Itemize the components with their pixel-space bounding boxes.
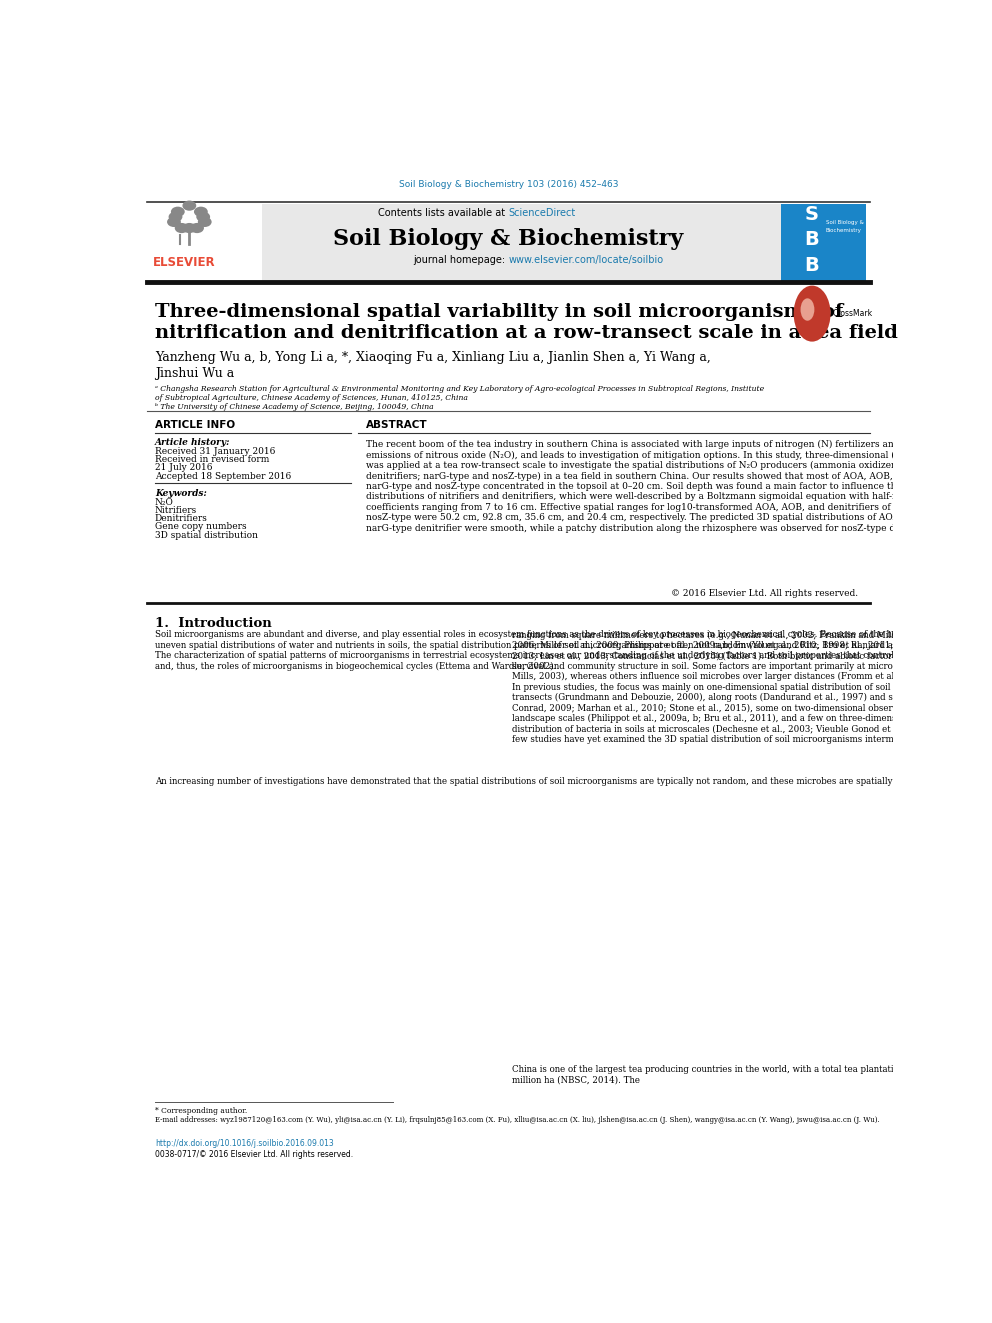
Ellipse shape: [175, 224, 188, 233]
Text: 1.  Introduction: 1. Introduction: [155, 617, 272, 630]
Ellipse shape: [169, 212, 183, 222]
Text: 21 July 2016: 21 July 2016: [155, 463, 212, 472]
Text: Soil Biology &: Soil Biology &: [826, 220, 864, 225]
Text: * Corresponding author.: * Corresponding author.: [155, 1107, 247, 1115]
Text: Contents lists available at: Contents lists available at: [378, 208, 509, 218]
Ellipse shape: [171, 206, 185, 217]
Bar: [151, 204, 866, 280]
Text: ᵃ Changsha Research Station for Agricultural & Environmental Monitoring and Key : ᵃ Changsha Research Station for Agricult…: [155, 385, 764, 393]
Ellipse shape: [801, 298, 814, 320]
Text: ScienceDirect: ScienceDirect: [509, 208, 575, 218]
Bar: [151, 204, 262, 280]
Text: Soil microorganisms are abundant and diverse, and play essential roles in ecosys: Soil microorganisms are abundant and div…: [155, 631, 983, 671]
Text: Yanzheng Wu a, b, Yong Li a, *, Xiaoqing Fu a, Xinliang Liu a, Jianlin Shen a, Y: Yanzheng Wu a, b, Yong Li a, *, Xiaoqing…: [155, 352, 710, 364]
Text: journal homepage:: journal homepage:: [413, 254, 509, 265]
Text: Soil Biology & Biochemistry: Soil Biology & Biochemistry: [333, 228, 683, 250]
Text: Three-dimensional spatial variability in soil microorganisms of: Three-dimensional spatial variability in…: [155, 303, 843, 321]
Text: ARTICLE INFO: ARTICLE INFO: [155, 419, 235, 430]
Text: nitrification and denitrification at a row-transect scale in a tea field: nitrification and denitrification at a r…: [155, 324, 898, 341]
Text: Gene copy numbers: Gene copy numbers: [155, 523, 246, 532]
Ellipse shape: [194, 206, 207, 217]
Text: 3D spatial distribution: 3D spatial distribution: [155, 531, 258, 540]
Text: An increasing number of investigations have demonstrated that the spatial distri: An increasing number of investigations h…: [155, 777, 985, 786]
Text: S: S: [806, 205, 819, 224]
Text: Accepted 18 September 2016: Accepted 18 September 2016: [155, 471, 291, 480]
Text: ᵇ The University of Chinese Academy of Science, Beijing, 100049, China: ᵇ The University of Chinese Academy of S…: [155, 404, 434, 411]
Text: www.elsevier.com/locate/soilbio: www.elsevier.com/locate/soilbio: [509, 254, 664, 265]
Ellipse shape: [190, 224, 204, 233]
Text: Soil Biology & Biochemistry 103 (2016) 452–463: Soil Biology & Biochemistry 103 (2016) 4…: [399, 180, 618, 189]
Text: E-mail addresses: wyz1987120@163.com (Y. Wu), yli@isa.ac.cn (Y. Li), frqsulnj85@: E-mail addresses: wyz1987120@163.com (Y.…: [155, 1117, 880, 1125]
Ellipse shape: [167, 217, 181, 228]
Text: Article history:: Article history:: [155, 438, 230, 447]
Text: ABSTRACT: ABSTRACT: [366, 419, 428, 430]
Text: ranging from square millimeters to hectares (e.g., Nunan et al., 2002; Franklin : ranging from square millimeters to hecta…: [512, 631, 990, 744]
Text: © 2016 Elsevier Ltd. All rights reserved.: © 2016 Elsevier Ltd. All rights reserved…: [671, 589, 858, 598]
Text: of Subtropical Agriculture, Chinese Academy of Sciences, Hunan, 410125, China: of Subtropical Agriculture, Chinese Acad…: [155, 394, 467, 402]
Text: CrossMark: CrossMark: [833, 310, 873, 318]
Text: The recent boom of the tea industry in southern China is associated with large i: The recent boom of the tea industry in s…: [366, 441, 979, 533]
Text: Nitrifiers: Nitrifiers: [155, 507, 197, 515]
Text: Received in revised form: Received in revised form: [155, 455, 269, 464]
Text: Denitrifiers: Denitrifiers: [155, 515, 207, 524]
Ellipse shape: [197, 217, 211, 228]
Bar: [782, 204, 866, 280]
Text: B: B: [805, 230, 819, 249]
Text: http://dx.doi.org/10.1016/j.soilbio.2016.09.013: http://dx.doi.org/10.1016/j.soilbio.2016…: [155, 1139, 333, 1148]
Text: Biochemistry: Biochemistry: [826, 228, 862, 233]
Ellipse shape: [183, 201, 196, 210]
Text: N₂O: N₂O: [155, 497, 174, 507]
Text: ELSEVIER: ELSEVIER: [153, 255, 216, 269]
Text: Jinshui Wu a: Jinshui Wu a: [155, 366, 234, 380]
Text: B: B: [805, 255, 819, 275]
Ellipse shape: [794, 286, 830, 341]
Text: China is one of the largest tea producing countries in the world, with a total t: China is one of the largest tea producin…: [512, 1065, 959, 1085]
Ellipse shape: [183, 224, 196, 233]
Text: Received 31 January 2016: Received 31 January 2016: [155, 447, 275, 456]
Ellipse shape: [196, 212, 210, 222]
Text: Keywords:: Keywords:: [155, 488, 206, 497]
Text: 0038-0717/© 2016 Elsevier Ltd. All rights reserved.: 0038-0717/© 2016 Elsevier Ltd. All right…: [155, 1150, 353, 1159]
